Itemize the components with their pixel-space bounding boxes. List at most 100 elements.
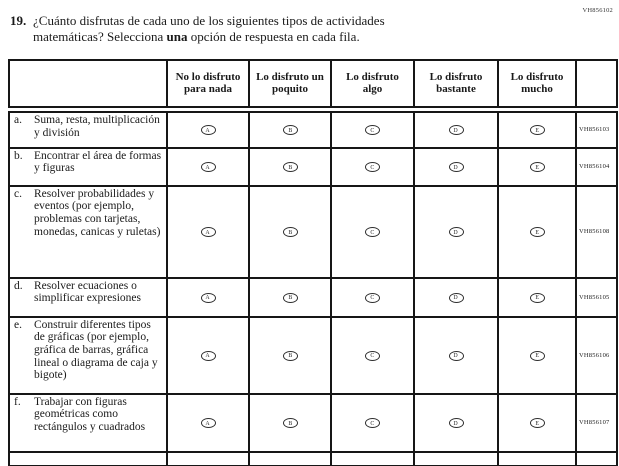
answer-bubble-b-E[interactable]: E bbox=[529, 162, 545, 173]
bubble-letter: C bbox=[370, 163, 375, 171]
answer-table-body: a. Suma, resta, multiplicación y división… bbox=[8, 108, 618, 466]
bubble-letter: B bbox=[288, 351, 292, 359]
empty-cell bbox=[166, 450, 250, 466]
option-cell: E bbox=[497, 315, 577, 395]
empty-cell bbox=[497, 450, 577, 466]
answer-bubble-a-A[interactable]: A bbox=[200, 125, 216, 136]
answer-bubble-b-A[interactable]: A bbox=[200, 162, 216, 173]
empty-cell bbox=[575, 450, 618, 466]
row-letter: d. bbox=[14, 279, 23, 292]
bubble-letter: B bbox=[288, 293, 292, 301]
bubble-letter: B bbox=[288, 419, 292, 427]
answer-bubble-f-B[interactable]: B bbox=[282, 418, 298, 429]
row-label-cell: f. Trabajar con figuras geométricas como … bbox=[8, 392, 168, 453]
row-letter: c. bbox=[14, 187, 22, 200]
table-row: c. Resolver probabilidades y eventos (por… bbox=[8, 184, 618, 279]
row-label-cell: d. Resolver ecuaciones o simplificar expr… bbox=[8, 276, 168, 318]
bubble-letter: D bbox=[453, 126, 459, 134]
header-col-un-poquito: Lo disfruto un poquito bbox=[248, 58, 332, 114]
answer-bubble-a-B[interactable]: B bbox=[282, 125, 298, 136]
answer-bubble-d-D[interactable]: D bbox=[448, 292, 464, 303]
option-cell: A bbox=[166, 146, 250, 187]
answer-bubble-f-D[interactable]: D bbox=[448, 418, 464, 429]
empty-cell bbox=[330, 450, 415, 466]
bubble-letter: E bbox=[535, 126, 539, 134]
bubble-letter: D bbox=[453, 419, 459, 427]
answer-bubble-f-C[interactable]: C bbox=[365, 418, 380, 429]
row-accession-code: VH856106 bbox=[575, 315, 618, 395]
answer-bubble-c-B[interactable]: B bbox=[282, 227, 298, 238]
bubble-letter: A bbox=[205, 126, 211, 134]
bubble-letter: B bbox=[288, 228, 292, 236]
option-cell: A bbox=[166, 315, 250, 395]
option-cell: A bbox=[166, 108, 250, 149]
option-cell: D bbox=[413, 108, 499, 149]
answer-bubble-d-A[interactable]: A bbox=[200, 292, 216, 303]
answer-bubble-f-E[interactable]: E bbox=[529, 418, 545, 429]
row-label-cell: b. Encontrar el área de formas y figuras bbox=[8, 146, 168, 187]
row-letter: b. bbox=[14, 149, 23, 162]
bubble-letter: E bbox=[535, 163, 539, 171]
header-code-cell bbox=[575, 58, 618, 114]
answer-bubble-c-C[interactable]: C bbox=[365, 227, 380, 238]
answer-bubble-c-E[interactable]: E bbox=[529, 227, 545, 238]
answer-bubble-b-C[interactable]: C bbox=[365, 162, 380, 173]
row-letter: e. bbox=[14, 318, 22, 331]
row-accession-code: VH856107 bbox=[575, 392, 618, 453]
answer-bubble-c-D[interactable]: D bbox=[448, 227, 464, 238]
option-cell: D bbox=[413, 315, 499, 395]
answer-bubble-b-D[interactable]: D bbox=[448, 162, 464, 173]
answer-matrix-table: No lo disfruto para nada Lo disfruto un … bbox=[8, 58, 618, 466]
option-cell: A bbox=[166, 276, 250, 318]
option-cell: C bbox=[330, 315, 415, 395]
answer-bubble-d-C[interactable]: C bbox=[365, 292, 380, 303]
question-text-bold: una bbox=[166, 28, 188, 44]
bubble-letter: B bbox=[288, 163, 292, 171]
answer-bubble-a-D[interactable]: D bbox=[448, 125, 464, 136]
table-row: a. Suma, resta, multiplicación y división… bbox=[8, 108, 618, 149]
bubble-letter: E bbox=[535, 351, 539, 359]
option-cell: C bbox=[330, 392, 415, 453]
option-cell: B bbox=[248, 108, 332, 149]
option-cell: B bbox=[248, 146, 332, 187]
option-cell: B bbox=[248, 392, 332, 453]
answer-bubble-e-B[interactable]: B bbox=[282, 350, 298, 361]
table-row: e. Construir diferentes tipos de gráficas… bbox=[8, 315, 618, 395]
row-letter: f. bbox=[14, 395, 21, 408]
answer-bubble-d-B[interactable]: B bbox=[282, 292, 298, 303]
option-cell: E bbox=[497, 276, 577, 318]
option-cell: E bbox=[497, 146, 577, 187]
bubble-letter: A bbox=[205, 293, 211, 301]
answer-bubble-f-A[interactable]: A bbox=[200, 418, 216, 429]
answer-bubble-e-E[interactable]: E bbox=[529, 350, 545, 361]
answer-bubble-b-B[interactable]: B bbox=[282, 162, 298, 173]
option-cell: D bbox=[413, 146, 499, 187]
bubble-letter: C bbox=[370, 293, 375, 301]
answer-bubble-e-C[interactable]: C bbox=[365, 350, 380, 361]
row-accession-code: VH856105 bbox=[575, 276, 618, 318]
option-cell: E bbox=[497, 108, 577, 149]
bubble-letter: E bbox=[535, 293, 539, 301]
option-cell: D bbox=[413, 392, 499, 453]
bubble-letter: A bbox=[205, 228, 211, 236]
bubble-letter: D bbox=[453, 293, 459, 301]
answer-bubble-e-A[interactable]: A bbox=[200, 350, 216, 361]
question-text: ¿Cuánto disfrutas de cada uno de los sig… bbox=[33, 13, 445, 45]
answer-bubble-a-E[interactable]: E bbox=[529, 125, 545, 136]
empty-cell bbox=[413, 450, 499, 466]
answer-bubble-a-C[interactable]: C bbox=[365, 125, 380, 136]
option-cell: A bbox=[166, 392, 250, 453]
answer-bubble-d-E[interactable]: E bbox=[529, 292, 545, 303]
answer-bubble-c-A[interactable]: A bbox=[200, 227, 216, 238]
row-accession-code: VH856103 bbox=[575, 108, 618, 149]
bubble-letter: C bbox=[370, 351, 375, 359]
option-cell: C bbox=[330, 184, 415, 279]
row-letter: a. bbox=[14, 114, 22, 127]
question-text-part1: ¿Cuánto disfrutas de cada uno de los sig… bbox=[33, 13, 385, 44]
header-col-mucho: Lo disfruto mucho bbox=[497, 58, 577, 114]
bubble-letter: A bbox=[205, 419, 211, 427]
answer-bubble-e-D[interactable]: D bbox=[448, 350, 464, 361]
option-cell: C bbox=[330, 108, 415, 149]
row-label: Resolver probabilidades y eventos (por e… bbox=[34, 187, 161, 238]
